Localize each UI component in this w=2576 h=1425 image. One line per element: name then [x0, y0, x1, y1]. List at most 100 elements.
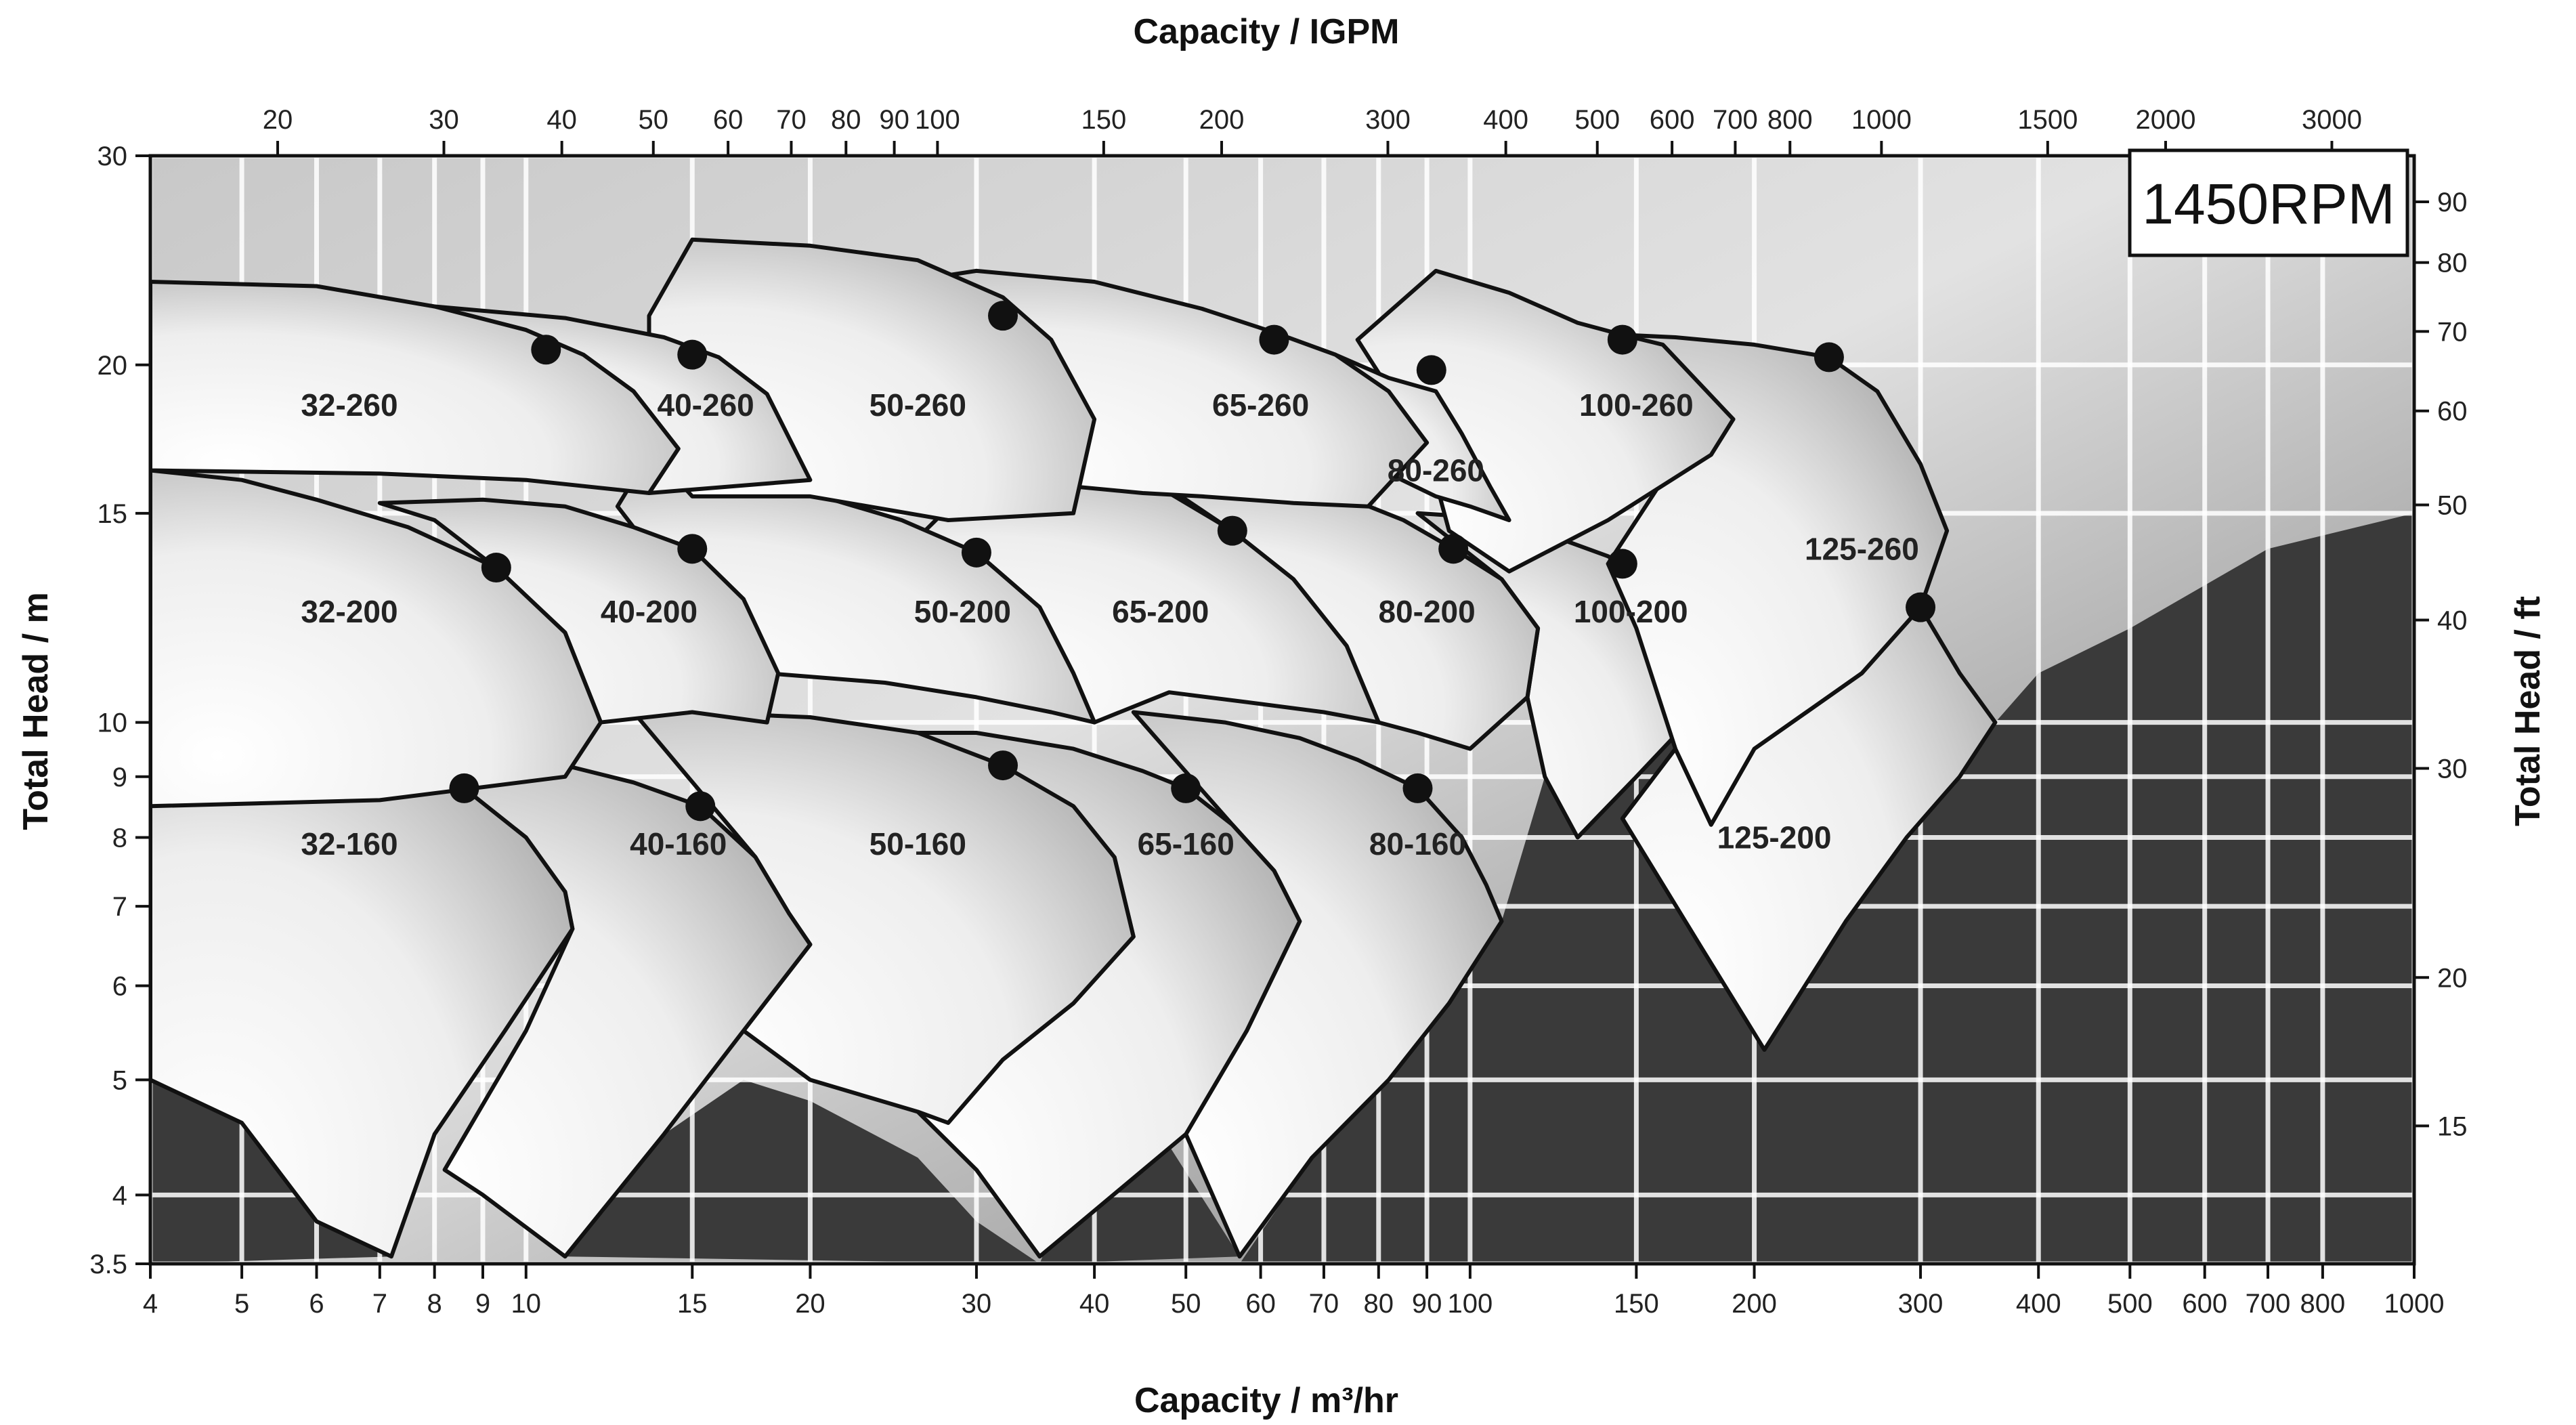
y-axis-ticks: 3.5 4 5 6 7 8 9 10 15 20 30: [89, 142, 150, 1279]
x-tick-label: 70: [1309, 1289, 1339, 1319]
x-axis-title: Capacity / m³/hr: [1134, 1381, 1398, 1420]
bep-point-40-160: [685, 791, 716, 822]
y2-tick-label: 80: [2437, 249, 2468, 278]
x2-axis-title: Capacity / IGPM: [1134, 12, 1400, 51]
region-label-80-260: 80-260: [1388, 453, 1484, 488]
bep-point-32-160: [449, 773, 479, 803]
bep-point-50-200: [961, 537, 991, 568]
x-tick-label: 40: [1079, 1289, 1110, 1319]
region-label-125-260: 125-260: [1805, 531, 1919, 566]
x2-tick-label: 150: [1081, 105, 1126, 135]
x-tick-label: 60: [1245, 1289, 1276, 1319]
y2-tick-label: 50: [2437, 491, 2468, 521]
x-tick-label: 400: [2016, 1289, 2061, 1319]
bep-point-125-200: [1906, 592, 1936, 622]
region-label-80-160: 80-160: [1369, 826, 1466, 862]
x-tick-label: 700: [2246, 1289, 2291, 1319]
x-tick-label: 5: [234, 1289, 249, 1319]
y2-tick-label: 15: [2437, 1111, 2468, 1141]
rpm-label: 1450RPM: [2142, 172, 2395, 236]
region-32-260: [150, 280, 681, 495]
region-32-200: [150, 468, 603, 809]
plot-frame: [148, 154, 2416, 1266]
x2-tick-label: 300: [1365, 105, 1411, 135]
region-label-32-260: 32-260: [301, 387, 398, 423]
x2-tick-label: 200: [1199, 105, 1245, 135]
bep-point-80-160: [1402, 773, 1433, 803]
x-tick-label: 100: [1448, 1289, 1493, 1319]
region-label-65-200: 65-200: [1112, 594, 1209, 629]
x-tick-label: 600: [2182, 1289, 2227, 1319]
y-tick-label: 6: [112, 972, 127, 1002]
x-tick-label: 300: [1898, 1289, 1944, 1319]
bep-point-100-200: [1607, 549, 1637, 579]
x-tick-label: 1000: [2384, 1289, 2445, 1319]
x-tick-label: 800: [2300, 1289, 2346, 1319]
y2-tick-label: 60: [2437, 397, 2468, 427]
x2-tick-label: 50: [639, 105, 669, 135]
y-tick-label: 30: [98, 142, 128, 171]
x2-tick-label: 100: [915, 105, 960, 135]
region-label-32-160: 32-160: [301, 826, 398, 862]
bep-point-65-260: [1259, 324, 1289, 355]
x-tick-label: 30: [962, 1289, 992, 1319]
region-40-160: [377, 752, 813, 1259]
x-tick-label: 200: [1732, 1289, 1777, 1319]
x-tick-label: 4: [143, 1289, 158, 1319]
bep-point-65-200: [1217, 515, 1247, 546]
y-tick-label: 5: [112, 1065, 127, 1095]
y-tick-label: 10: [98, 708, 128, 738]
x2-tick-label: 600: [1650, 105, 1695, 135]
x-tick-label: 8: [427, 1289, 442, 1319]
x-tick-label: 20: [795, 1289, 825, 1319]
x2-tick-label: 3000: [2302, 105, 2362, 135]
y-tick-label: 15: [98, 499, 128, 529]
y2-axis-title: Total Head / ft: [2508, 596, 2548, 826]
y2-tick-label: 20: [2437, 963, 2468, 993]
rpm-box: 1450RPM: [2128, 148, 2409, 257]
y-tick-label: 20: [98, 351, 128, 381]
x-tick-label: 6: [309, 1289, 324, 1319]
y2-tick-label: 40: [2437, 605, 2468, 635]
region-label-100-200: 100-200: [1574, 594, 1688, 629]
bep-point-50-160: [988, 750, 1018, 781]
x2-tick-label: 400: [1483, 105, 1528, 135]
x2-tick-label: 500: [1574, 105, 1620, 135]
x2-tick-label: 20: [263, 105, 293, 135]
region-label-65-260: 65-260: [1212, 387, 1309, 423]
y2-tick-label: 90: [2437, 188, 2468, 217]
bep-point-32-200: [481, 553, 511, 583]
x-tick-label: 90: [1412, 1289, 1442, 1319]
lower-left-dark-lobe: [150, 1080, 391, 1264]
x-tick-label: 10: [511, 1289, 542, 1319]
bep-point-32-260: [531, 335, 561, 365]
x-tick-label: 80: [1364, 1289, 1394, 1319]
bep-point-65-160: [1171, 773, 1201, 803]
region-label-40-200: 40-200: [601, 594, 697, 629]
region-label-65-160: 65-160: [1138, 826, 1235, 862]
bep-point-80-200: [1438, 534, 1469, 564]
region-label-40-160: 40-160: [630, 826, 727, 862]
y-tick-label: 8: [112, 823, 127, 853]
region-label-32-200: 32-200: [301, 594, 398, 629]
x2-tick-label: 800: [1767, 105, 1813, 135]
x-tick-label: 50: [1171, 1289, 1201, 1319]
region-label-100-260: 100-260: [1579, 387, 1694, 423]
x-tick-label: 9: [475, 1289, 490, 1319]
bep-point-50-260: [988, 301, 1018, 331]
x2-tick-label: 700: [1713, 105, 1758, 135]
y-tick-label: 4: [112, 1181, 127, 1210]
bep-point-100-260: [1607, 324, 1637, 355]
x-tick-label: 150: [1614, 1289, 1659, 1319]
x-tick-label: 7: [372, 1289, 387, 1319]
best-efficiency-points: [449, 301, 1936, 822]
bep-point-40-260: [677, 339, 708, 370]
y-tick-label: 9: [112, 763, 127, 792]
x-tick-label: 500: [2107, 1289, 2153, 1319]
bep-point-125-260: [1813, 342, 1844, 373]
right-dark-region: [1239, 513, 2414, 1264]
region-label-50-160: 50-160: [870, 826, 966, 862]
y-tick-label: 7: [112, 892, 127, 922]
y2-tick-label: 70: [2437, 317, 2468, 347]
